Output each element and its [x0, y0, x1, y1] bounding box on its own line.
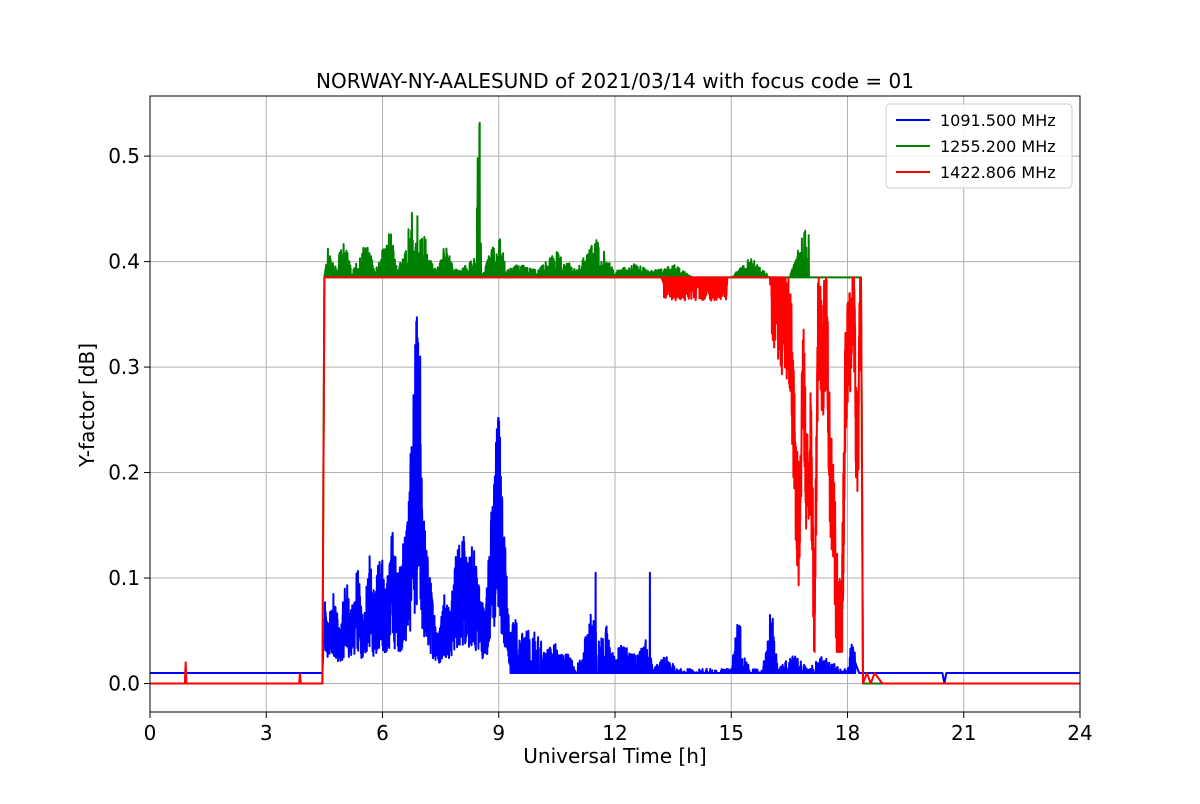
plot-area — [150, 121, 1080, 685]
legend-label: 1422.806 MHz — [940, 163, 1056, 182]
x-tick-label: 12 — [602, 721, 627, 745]
y-tick-label: 0.2 — [108, 461, 140, 485]
series-line-3 — [150, 276, 1080, 685]
x-tick-label: 9 — [492, 721, 505, 745]
x-tick-label: 18 — [835, 721, 860, 745]
x-tick-label: 21 — [951, 721, 976, 745]
y-axis-label: Y-factor [dB] — [75, 343, 99, 468]
legend-label: 1091.500 MHz — [940, 111, 1056, 130]
series-line-1 — [150, 316, 1080, 685]
legend-box — [885, 103, 1073, 189]
legend-label: 1255.200 MHz — [940, 137, 1056, 156]
x-tick-label: 15 — [719, 721, 744, 745]
plot-frame — [149, 95, 1081, 713]
x-tick-label: 24 — [1067, 721, 1092, 745]
x-tick-label: 6 — [376, 721, 389, 745]
y-tick-label: 0.5 — [108, 144, 140, 168]
y-tick-label: 0.4 — [108, 250, 140, 274]
x-tick-label: 3 — [260, 721, 273, 745]
y-tick-label: 0.3 — [108, 355, 140, 379]
y-tick-label: 0.1 — [108, 566, 140, 590]
legend: 1091.500 MHz 1255.200 MHz 1422.806 MHz — [885, 103, 1073, 189]
axis-ticks: 0 3 6 9 12 15 18 21 24 0.0 0.1 0.2 0.3 0.4 0.5 — [108, 144, 1093, 745]
series-group — [150, 121, 1080, 685]
x-tick-label: 0 — [144, 721, 157, 745]
y-tick-label: 0.0 — [108, 672, 140, 696]
x-axis-label: Universal Time [h] — [523, 744, 706, 768]
chart-title: NORWAY-NY-AALESUND of 2021/03/14 with fo… — [316, 69, 914, 93]
